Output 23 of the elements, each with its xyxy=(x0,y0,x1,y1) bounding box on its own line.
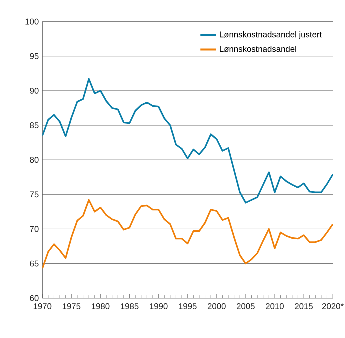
x-tick-label: 2010 xyxy=(266,304,284,310)
y-tick-label: 85 xyxy=(30,122,39,128)
y-tick-label: 100 xyxy=(26,18,39,25)
x-tick-label: 1995 xyxy=(179,304,197,310)
x-tick-label: 1990 xyxy=(150,304,168,310)
x-tick-label: 1975 xyxy=(62,304,81,310)
y-tick-label: 60 xyxy=(30,295,39,302)
y-tick-label: 90 xyxy=(30,88,39,94)
legend-label: Lønnskostnadsandel justert xyxy=(220,31,322,40)
x-tick-label: 2000 xyxy=(208,304,226,310)
y-tick-label: 70 xyxy=(30,226,39,232)
x-tick-label: 2005 xyxy=(237,304,255,310)
legend-label: Lønnskostnadsandel xyxy=(220,46,296,52)
y-tick-label: 80 xyxy=(30,157,39,164)
x-tick-label: 2020* xyxy=(322,304,344,310)
y-tick-label: 95 xyxy=(30,53,39,60)
y-tick-label: 75 xyxy=(30,192,39,198)
x-tick-label: 1985 xyxy=(121,304,139,310)
x-tick-label: 1980 xyxy=(92,304,110,310)
x-tick-label: 1970 xyxy=(34,304,52,310)
line-series xyxy=(42,199,334,270)
x-tick-label: 2015 xyxy=(295,304,313,310)
y-tick-label: 65 xyxy=(30,260,39,267)
